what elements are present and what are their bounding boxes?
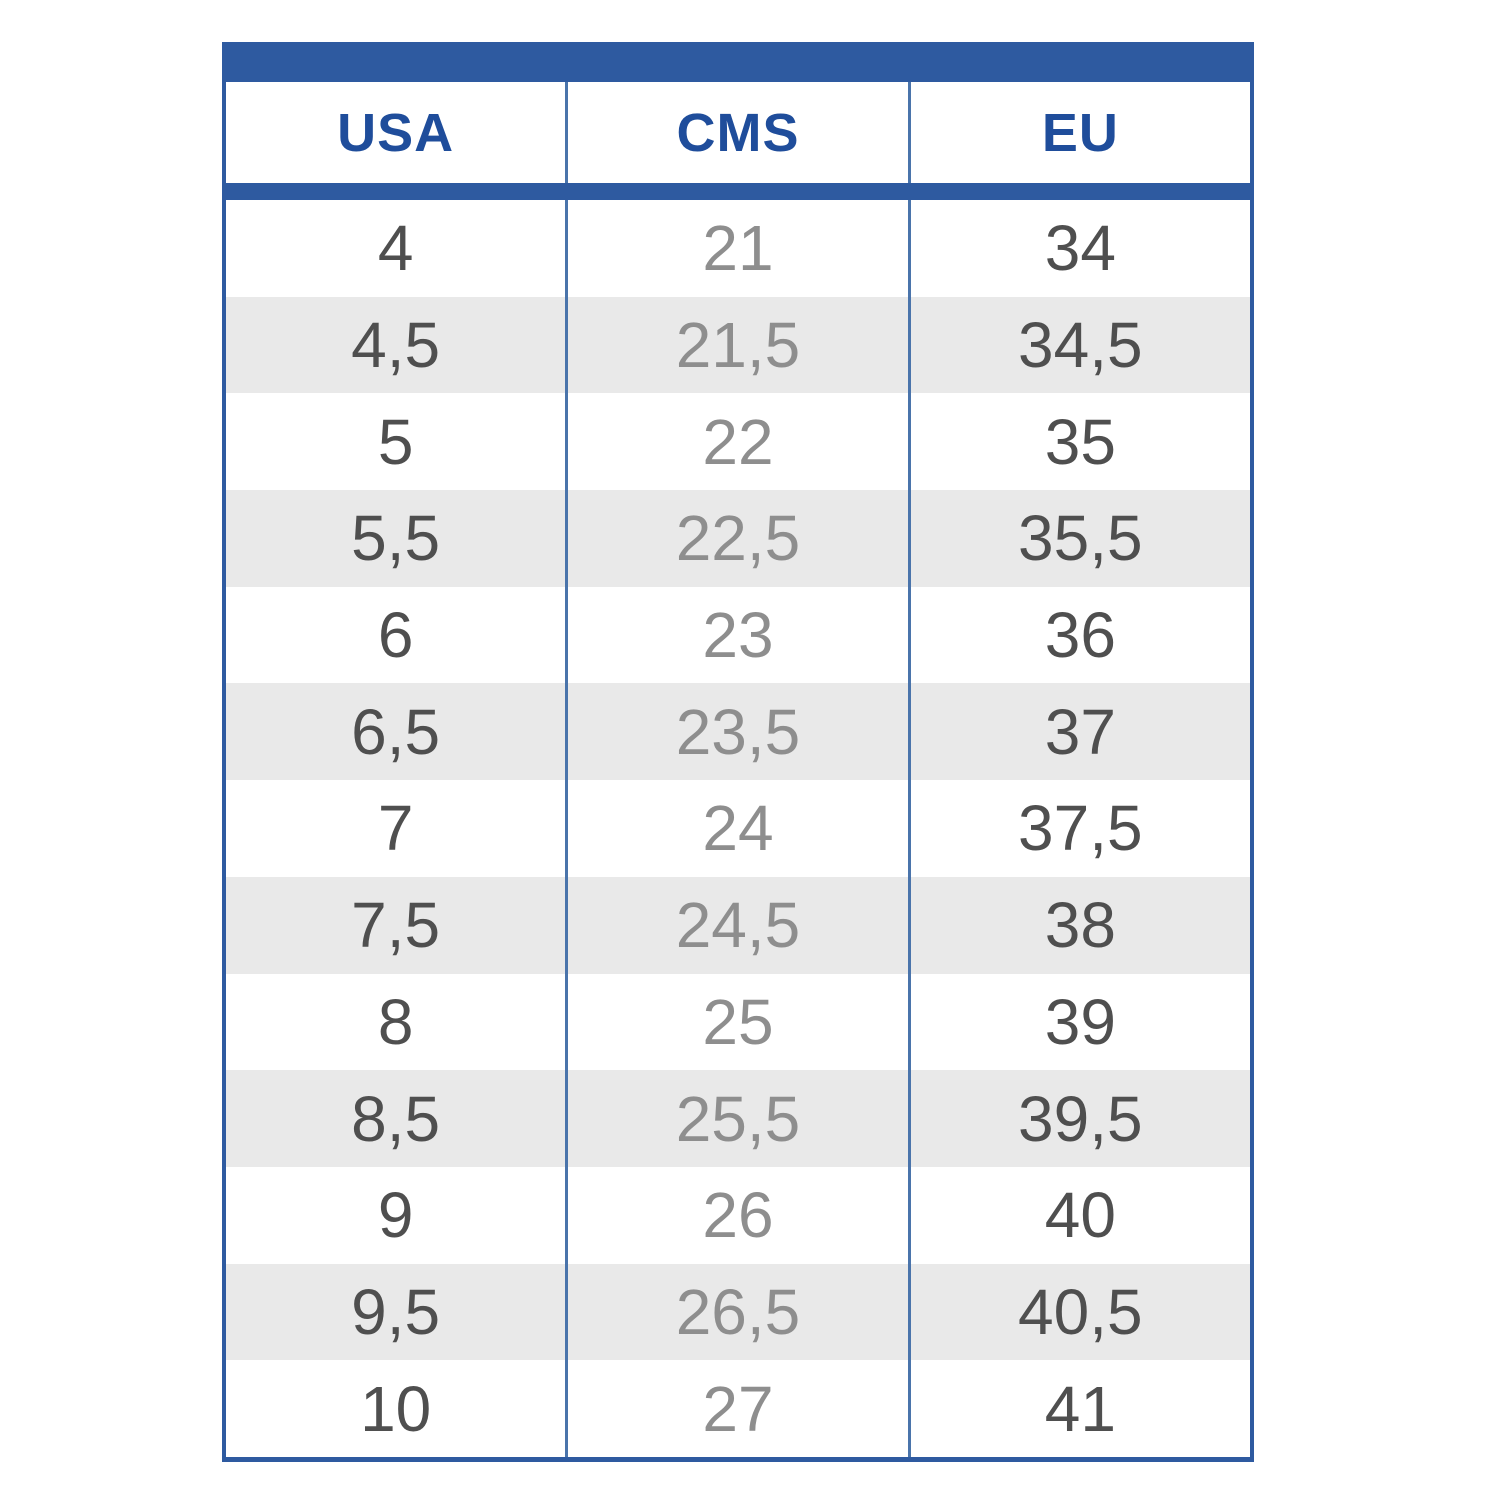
cell-usa: 6,5 [351,695,441,768]
cell-usa: 9 [377,1179,414,1252]
table-row: 4,5 21,5 34,5 [226,296,1250,394]
table-row: 7,5 24,5 38 [226,876,1250,974]
size-conversion-table: USA CMS EU 4 21 34 4,5 21,5 34,5 5 22 35 5,5 22,5 3… [222,42,1254,1462]
cell-cms: 25 [565,973,907,1071]
table-row: 6 23 36 [226,586,1250,684]
table-row: 4 21 34 [226,200,1250,297]
table-row: 8,5 25,5 39,5 [226,1070,1250,1167]
cell-eu: 35,5 [907,490,1250,587]
cell-eu: 40 [907,1166,1250,1264]
table-row: 10 27 41 [226,1360,1250,1457]
cell-eu: 41 [907,1360,1250,1457]
cell-usa: 6 [377,599,414,672]
cell-cms: 23 [565,586,907,684]
table-row: 5 22 35 [226,393,1250,491]
cell-usa: 4,5 [351,309,441,382]
table-header-row: USA CMS EU [226,82,1250,183]
cell-eu: 39 [907,973,1250,1071]
cell-cms: 24 [565,780,907,877]
cell-eu: 34,5 [907,296,1250,394]
cell-cms: 25,5 [565,1070,907,1167]
cell-eu: 39,5 [907,1070,1250,1167]
cell-eu: 37,5 [907,780,1250,877]
cell-usa: 7 [377,792,414,865]
cell-cms: 26 [565,1166,907,1264]
table-body: 4 21 34 4,5 21,5 34,5 5 22 35 5,5 22,5 35,5 6 23 36 6,5… [226,200,1250,1457]
table-row: 7 24 37,5 [226,780,1250,877]
cell-usa: 8,5 [351,1082,441,1155]
cell-usa: 10 [360,1372,432,1445]
cell-eu: 37 [907,683,1250,781]
cell-usa: 7,5 [351,889,441,962]
cell-eu: 40,5 [907,1263,1250,1361]
cell-eu: 36 [907,586,1250,684]
cell-eu: 38 [907,876,1250,974]
cell-eu: 35 [907,393,1250,491]
cell-eu: 34 [907,200,1250,297]
cell-usa: 9,5 [351,1275,441,1348]
table-row: 9,5 26,5 40,5 [226,1263,1250,1361]
table-row: 6,5 23,5 37 [226,683,1250,781]
table-row: 5,5 22,5 35,5 [226,490,1250,587]
cell-cms: 21 [565,200,907,297]
cell-cms: 26,5 [565,1263,907,1361]
cell-cms: 27 [565,1360,907,1457]
cell-cms: 22,5 [565,490,907,587]
column-header-usa: USA [337,102,455,163]
table-row: 8 25 39 [226,973,1250,1071]
cell-cms: 22 [565,393,907,491]
cell-cms: 23,5 [565,683,907,781]
column-header-eu: EU [907,82,1250,183]
cell-usa: 5 [377,405,414,478]
column-header-cms: CMS [565,82,907,183]
table-top-bar [226,42,1250,82]
cell-cms: 24,5 [565,876,907,974]
cell-usa: 5,5 [351,502,441,575]
cell-cms: 21,5 [565,296,907,394]
cell-usa: 8 [377,985,414,1058]
cell-usa: 4 [377,212,414,285]
header-divider [226,183,1250,200]
table-row: 9 26 40 [226,1166,1250,1264]
